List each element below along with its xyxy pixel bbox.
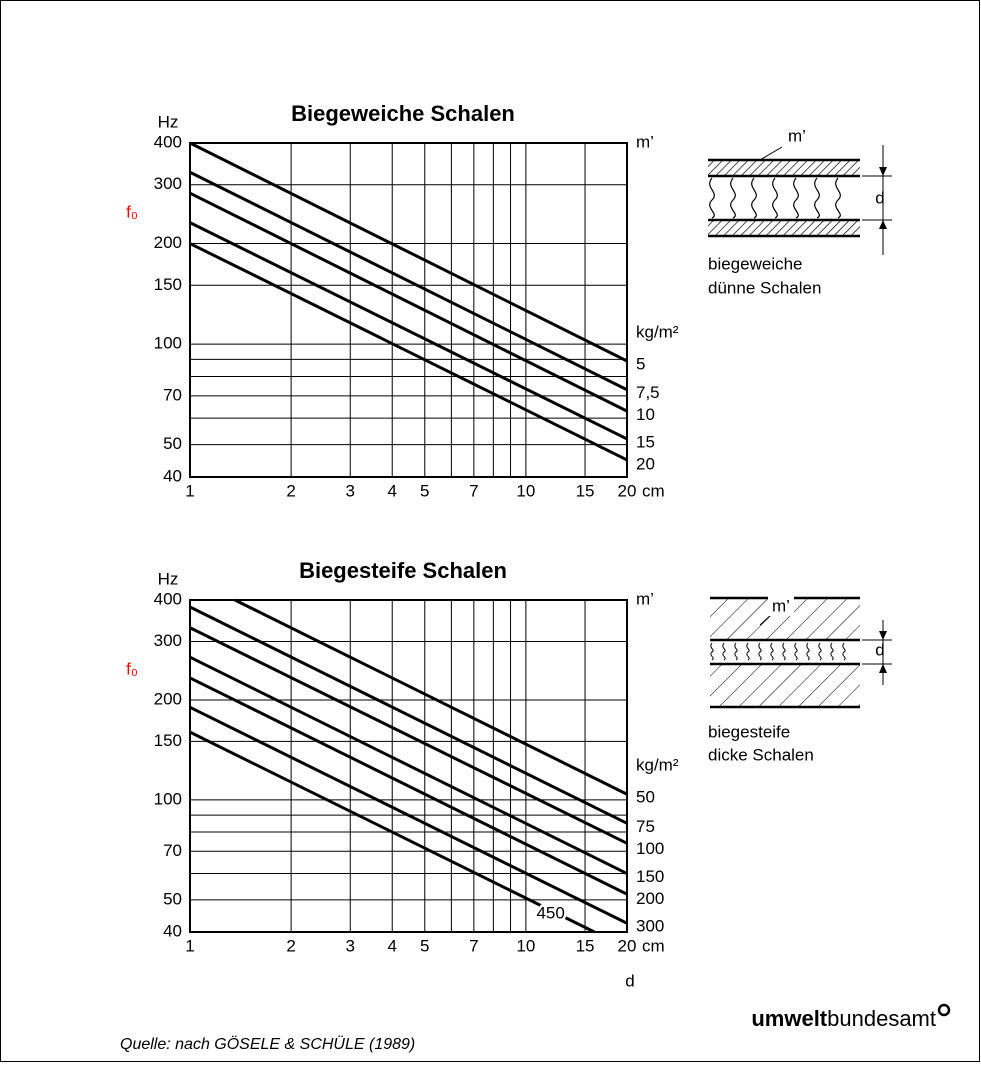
x-label: d	[625, 971, 634, 990]
y-symbol: f₀	[126, 659, 138, 678]
caption: biegesteife	[708, 722, 790, 741]
y-tick-label: 70	[163, 841, 182, 860]
series-label: 20	[636, 454, 655, 473]
y-tick-label: 300	[154, 174, 182, 193]
series-line	[189, 141, 628, 363]
x-tick-label: 10	[516, 481, 535, 500]
legend-title: kg/m²	[636, 756, 679, 775]
logo-bold: umwelt	[751, 1006, 827, 1031]
series-line	[189, 170, 628, 392]
logo-mark	[937, 1003, 951, 1017]
series-label: 5	[636, 354, 645, 373]
x-tick-label: 15	[576, 936, 595, 955]
series-line	[189, 655, 628, 875]
logo-light: bundesamt	[827, 1006, 936, 1031]
legend-header: m’	[636, 589, 654, 608]
x-tick-label: 4	[387, 936, 396, 955]
x-tick-label: 15	[576, 481, 595, 500]
y-unit: Hz	[158, 112, 179, 131]
caption: dünne Schalen	[708, 278, 821, 297]
thickness-label: d	[875, 188, 884, 207]
series-line	[189, 221, 628, 441]
plot-frame	[189, 142, 628, 478]
y-tick-label: 50	[163, 434, 182, 453]
y-tick-label: 200	[154, 233, 182, 252]
x-unit: cm	[642, 481, 665, 500]
chart-title: Biegesteife Schalen	[299, 558, 507, 583]
logo: umweltbundesamt	[751, 1006, 936, 1031]
x-unit: cm	[642, 936, 665, 955]
thickness-label: d	[875, 640, 884, 659]
mass-label: m’	[788, 126, 806, 145]
x-tick-label: 2	[286, 936, 295, 955]
series-line	[189, 605, 628, 825]
y-unit: Hz	[158, 569, 179, 588]
y-tick-label: 200	[154, 689, 182, 708]
series-label: 75	[636, 817, 655, 836]
series-line	[189, 676, 628, 896]
x-tick-label: 7	[469, 936, 478, 955]
x-tick-label: 1	[185, 936, 194, 955]
series-label: 300	[636, 917, 664, 936]
x-tick-label: 4	[387, 481, 396, 500]
y-tick-label: 150	[154, 275, 182, 294]
series-line	[189, 191, 628, 413]
series-line	[234, 598, 628, 796]
series-label: 50	[636, 788, 655, 807]
series-label: 450	[536, 903, 564, 922]
x-tick-label: 7	[469, 481, 478, 500]
series-line	[189, 626, 628, 845]
x-tick-label: 5	[420, 481, 429, 500]
x-tick-label: 2	[286, 481, 295, 500]
series-label: 7,5	[636, 383, 660, 402]
y-tick-label: 40	[163, 466, 182, 485]
plot-frame	[189, 599, 628, 933]
caption: dicke Schalen	[708, 745, 814, 764]
x-tick-label: 3	[346, 936, 355, 955]
source: Quelle: nach GÖSELE & SCHÜLE (1989)	[120, 1035, 415, 1053]
x-tick-label: 20	[618, 936, 637, 955]
y-tick-label: 400	[154, 589, 182, 608]
series-label: 200	[636, 889, 664, 908]
y-tick-label: 40	[163, 921, 182, 940]
x-tick-label: 5	[420, 936, 429, 955]
y-tick-label: 100	[154, 334, 182, 353]
mass-label: m’	[772, 596, 790, 615]
series-line	[189, 730, 596, 934]
y-tick-label: 70	[163, 385, 182, 404]
legend-header: m’	[636, 132, 654, 151]
chart-title: Biegeweiche Schalen	[291, 101, 515, 126]
x-tick-label: 10	[516, 936, 535, 955]
y-symbol: f₀	[126, 202, 138, 221]
diagram-thin: m’ d biegeweiche dünne Schalen	[708, 126, 892, 297]
caption: biegeweiche	[708, 254, 803, 273]
x-tick-label: 1	[185, 481, 194, 500]
y-tick-label: 400	[154, 132, 182, 151]
series-line	[189, 705, 628, 925]
y-tick-label: 50	[163, 889, 182, 908]
y-tick-label: 150	[154, 731, 182, 750]
series-label: 150	[636, 867, 664, 886]
series-label: 15	[636, 432, 655, 451]
diagram-thick: m’ d biegesteife dicke Schalen	[708, 596, 892, 764]
legend-title: kg/m²	[636, 322, 679, 341]
series-label: 100	[636, 839, 664, 858]
series-label: 10	[636, 405, 655, 424]
x-tick-label: 3	[346, 481, 355, 500]
y-tick-label: 100	[154, 789, 182, 808]
y-tick-label: 300	[154, 631, 182, 650]
series-line	[189, 242, 628, 462]
x-tick-label: 20	[618, 481, 637, 500]
